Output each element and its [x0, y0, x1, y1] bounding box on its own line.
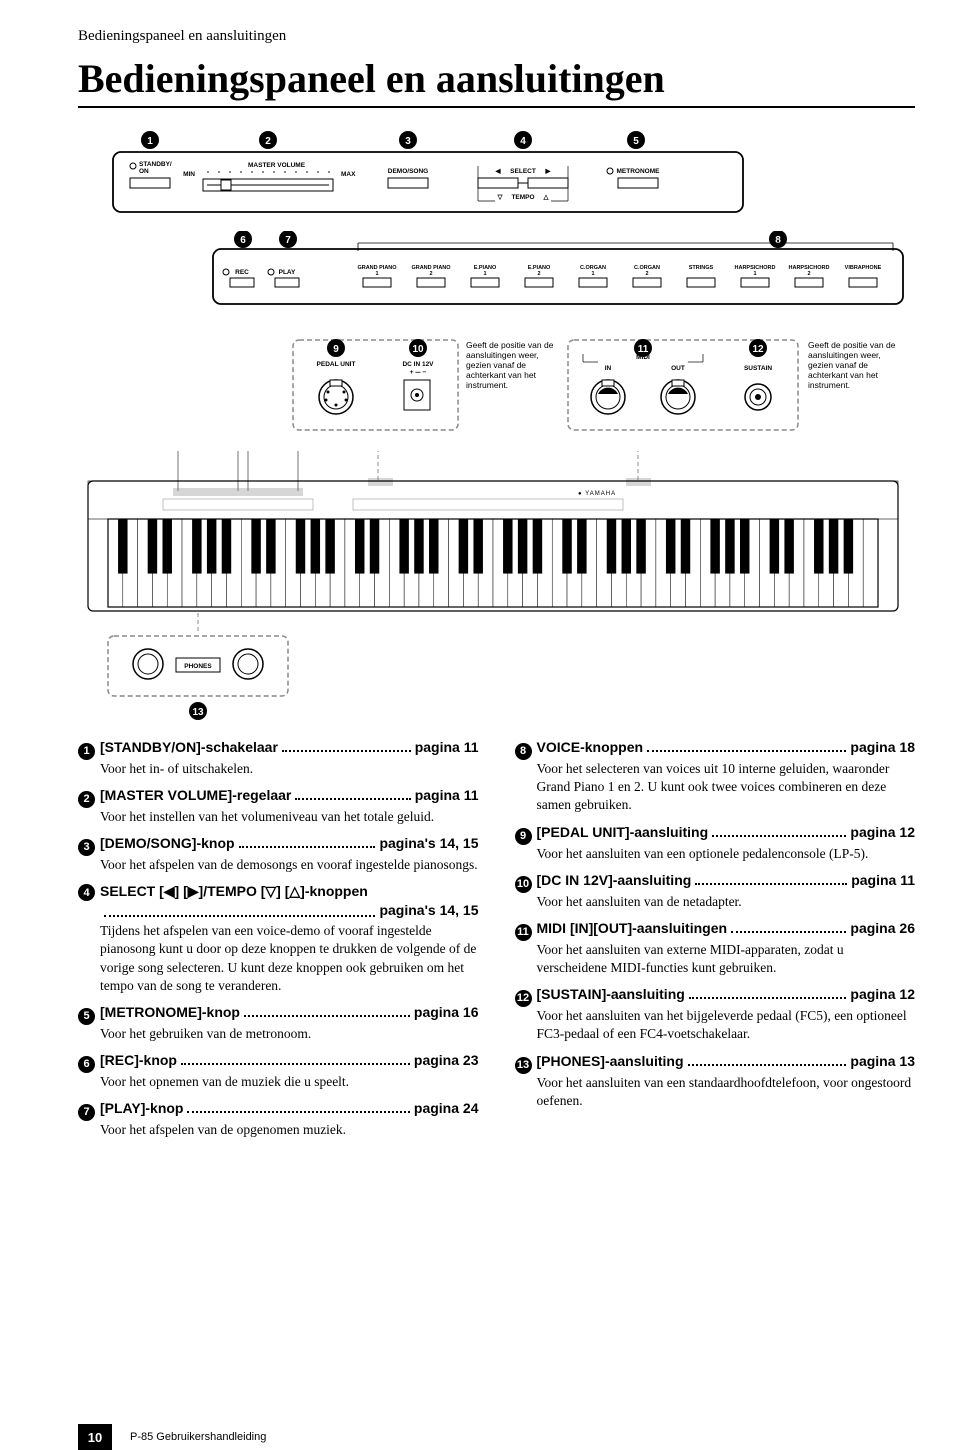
reference-list: 1[STANDBY/ON]-schakelaarpagina 11Voor he…	[78, 738, 915, 1148]
svg-text:6: 6	[240, 235, 246, 246]
keyboard-diagram: ● YAMAHA	[78, 451, 908, 631]
reference-entry: 9[PEDAL UNIT]-aansluitingpagina 12Voor h…	[515, 823, 916, 863]
svg-text:1: 1	[753, 271, 756, 277]
reference-entry: 4SELECT [◀] [▶]/TEMPO [▽] [△]-knoppen pa…	[78, 882, 479, 995]
svg-text:◀: ◀	[495, 168, 502, 175]
svg-text:7: 7	[285, 235, 291, 246]
svg-text:DEMO/SONG: DEMO/SONG	[388, 168, 428, 175]
svg-text:9: 9	[333, 344, 339, 355]
svg-text:METRONOME: METRONOME	[617, 168, 661, 175]
svg-text:△: △	[543, 194, 550, 201]
manual-name: P-85 Gebruikershandleiding	[130, 1431, 266, 1443]
rear-connectors-diagram: 9 10 PEDAL UNIT DC IN 12V + ⏤ − Geeft de …	[78, 322, 908, 447]
svg-text:13: 13	[192, 707, 204, 718]
svg-text:OUT: OUT	[671, 365, 685, 372]
svg-text:1: 1	[483, 271, 486, 277]
svg-text:IN: IN	[605, 365, 612, 372]
svg-text:1: 1	[375, 271, 378, 277]
svg-text:STANDBY/: STANDBY/	[139, 161, 172, 168]
svg-text:DC IN 12V: DC IN 12V	[402, 361, 434, 368]
svg-text:2: 2	[265, 136, 271, 147]
svg-text:1: 1	[591, 271, 594, 277]
svg-text:SUSTAIN: SUSTAIN	[744, 365, 772, 372]
reference-entry: 10[DC IN 12V]-aansluitingpagina 11Voor h…	[515, 871, 916, 911]
svg-text:MIN: MIN	[183, 171, 195, 178]
reference-entry: 1[STANDBY/ON]-schakelaarpagina 11Voor he…	[78, 738, 479, 778]
reference-entry: 3[DEMO/SONG]-knoppagina's 14, 15Voor het…	[78, 834, 479, 874]
svg-text:STRINGS: STRINGS	[689, 265, 714, 271]
svg-text:4: 4	[520, 136, 526, 147]
svg-text:5: 5	[633, 136, 639, 147]
svg-text:PLAY: PLAY	[279, 269, 296, 276]
svg-text:1: 1	[147, 136, 153, 147]
svg-text:MIDI: MIDI	[636, 354, 650, 361]
svg-text:+ ⏤ −: + ⏤ −	[410, 369, 427, 376]
svg-text:ON: ON	[139, 168, 149, 175]
rear-right-note: Geeft de positie van de aansluitingen we…	[808, 340, 898, 390]
svg-text:● YAMAHA: ● YAMAHA	[578, 491, 616, 497]
svg-text:8: 8	[775, 235, 781, 246]
reference-entry: 6[REC]-knoppagina 23Voor het opnemen van…	[78, 1051, 479, 1091]
mid-panel-diagram: 678 REC PLAY GRAND PIANO1GRAND PIANO2E.P…	[78, 231, 908, 316]
svg-text:REC: REC	[235, 269, 249, 276]
svg-text:2: 2	[429, 271, 432, 277]
svg-text:2: 2	[537, 271, 540, 277]
svg-text:MAX: MAX	[341, 171, 356, 178]
top-panel-diagram: 12345 STANDBY/ ON MASTER VOLUME MIN MAX …	[78, 130, 908, 225]
reference-entry: 7[PLAY]-knoppagina 24Voor het afspelen v…	[78, 1099, 479, 1139]
svg-text:SELECT: SELECT	[510, 168, 536, 175]
breadcrumb: Bedieningspaneel en aansluitingen	[78, 28, 915, 45]
svg-text:TEMPO: TEMPO	[511, 194, 534, 201]
reference-entry: 11MIDI [IN][OUT]-aansluitingenpagina 26V…	[515, 919, 916, 977]
page-title: Bedieningspaneel en aansluitingen	[78, 55, 915, 108]
svg-text:3: 3	[405, 136, 411, 147]
svg-text:▽: ▽	[497, 194, 504, 201]
svg-text:PHONES: PHONES	[184, 663, 212, 670]
page-number: 10	[78, 1424, 112, 1450]
svg-text:MASTER VOLUME: MASTER VOLUME	[248, 162, 306, 169]
svg-text:2: 2	[645, 271, 648, 277]
reference-entry: 5[METRONOME]-knoppagina 16Voor het gebru…	[78, 1003, 479, 1043]
reference-entry: 12[SUSTAIN]-aansluitingpagina 12Voor het…	[515, 985, 916, 1043]
reference-entry: 2[MASTER VOLUME]-regelaarpagina 11Voor h…	[78, 786, 479, 826]
svg-text:VIBRAPHONE: VIBRAPHONE	[845, 265, 882, 271]
svg-text:▶: ▶	[545, 168, 552, 175]
reference-entry: 13[PHONES]-aansluitingpagina 13Voor het …	[515, 1052, 916, 1110]
phones-diagram: PHONES 13	[78, 631, 328, 726]
svg-text:PEDAL UNIT: PEDAL UNIT	[317, 361, 356, 368]
svg-text:12: 12	[752, 344, 764, 355]
reference-entry: 8VOICE-knoppenpagina 18Voor het selecter…	[515, 738, 916, 815]
rear-left-note: Geeft de positie van de aansluitingen we…	[466, 340, 556, 390]
svg-text:2: 2	[807, 271, 810, 277]
page-footer: 10 P-85 Gebruikershandleiding	[78, 1424, 266, 1450]
svg-text:10: 10	[412, 344, 424, 355]
